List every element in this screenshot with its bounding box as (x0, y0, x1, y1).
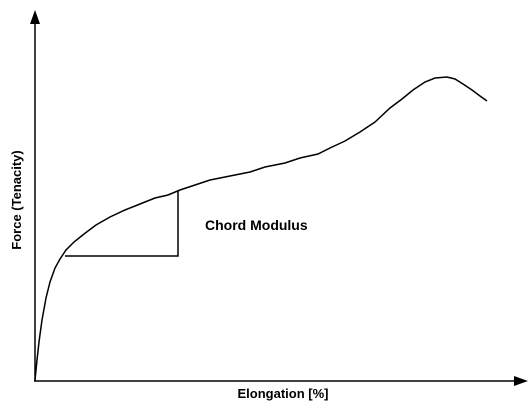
x-axis-label: Elongation [%] (238, 386, 329, 401)
chord-triangle (65, 190, 179, 257)
y-axis-arrow (30, 10, 40, 24)
x-axis-arrow (514, 376, 528, 386)
force-elongation-curve (34, 76, 488, 381)
annotation: Chord Modulus (205, 217, 308, 233)
y-axis-label: Force (Tenacity) (9, 150, 24, 249)
